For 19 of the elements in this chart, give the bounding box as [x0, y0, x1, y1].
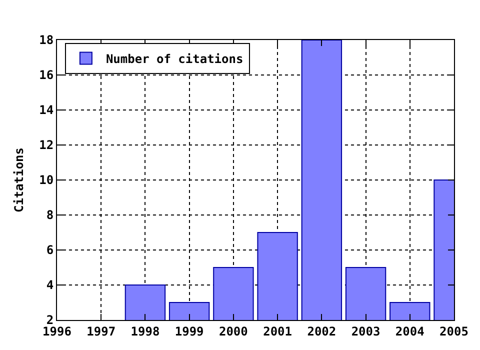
- y-tick-label: 12: [39, 138, 54, 152]
- legend-label: Number of citations: [106, 52, 244, 66]
- y-tick-label: 4: [46, 278, 54, 292]
- x-tick-label: 2001: [263, 324, 292, 338]
- x-tick-label: 1999: [174, 324, 204, 338]
- y-tick-label: 14: [39, 103, 54, 118]
- x-tick-label: 2004: [395, 324, 424, 338]
- y-tick-label: 6: [46, 243, 54, 258]
- y-tick-label: 10: [39, 173, 54, 188]
- y-tick-label: 16: [39, 68, 54, 82]
- x-tick-label: 2002: [307, 324, 336, 338]
- x-tick-label: 1998: [130, 324, 160, 338]
- y-tick-label: 8: [46, 208, 54, 222]
- y-axis-title: Citations: [12, 147, 26, 213]
- x-tick-label: 1997: [86, 324, 116, 338]
- x-tick-label: 2005: [440, 324, 468, 338]
- x-tick-label: 2000: [218, 324, 248, 338]
- y-tick-label: 18: [39, 33, 54, 48]
- x-tick-label: 2003: [351, 324, 380, 338]
